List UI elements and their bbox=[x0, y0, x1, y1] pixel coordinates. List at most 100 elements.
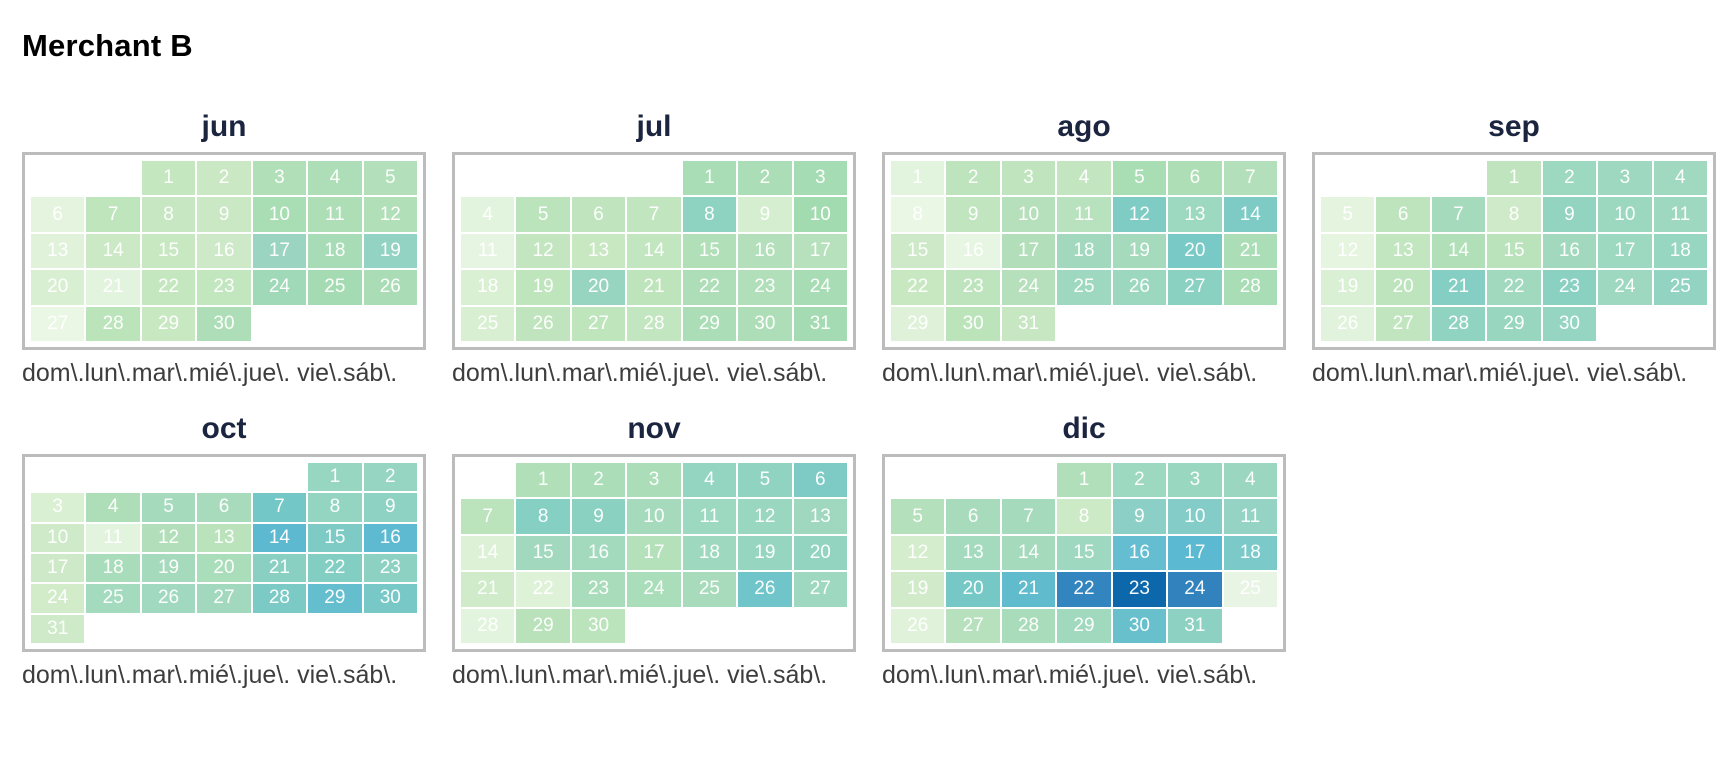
day-cell: 20 bbox=[1168, 233, 1222, 269]
day-cell: 20 bbox=[946, 572, 1000, 607]
day-cell: 9 bbox=[738, 197, 792, 232]
month-calendar: 1 2 3 4 5 6 7 8 9 10 11 12 13 14 15 16 17 18 19 20 21 22 23 24 2… bbox=[452, 152, 856, 350]
day-cell: 24 bbox=[1001, 270, 1056, 305]
day-cell: 13 bbox=[1376, 233, 1430, 269]
day-cell: 11 bbox=[1653, 197, 1707, 232]
day-cell: 4 bbox=[86, 493, 140, 522]
empty-cell bbox=[461, 161, 514, 195]
empty-cell bbox=[627, 161, 680, 195]
day-cell: 13 bbox=[793, 499, 847, 534]
day-cell: 19 bbox=[1321, 270, 1375, 305]
day-cell: 22 bbox=[891, 270, 945, 305]
day-cell: 22 bbox=[682, 270, 737, 305]
empty-cell bbox=[197, 463, 250, 491]
day-cell: 25 bbox=[682, 572, 737, 607]
day-cell: 13 bbox=[1168, 197, 1222, 232]
day-cell: 23 bbox=[1542, 270, 1597, 305]
day-cell: 29 bbox=[308, 584, 362, 613]
day-cell: 10 bbox=[1168, 499, 1222, 534]
day-cell: 21 bbox=[1001, 572, 1056, 607]
empty-cell bbox=[253, 463, 306, 491]
month-block-sep: sep 1 2 3 4 5 6 7 8 9 10 11 12 13 14 15 16 17 18 19 20 21 22 23… bbox=[1312, 110, 1716, 388]
day-cell: 24 bbox=[252, 270, 307, 305]
day-cell: 5 bbox=[141, 493, 196, 522]
weekday-labels: dom\.lun\.mar\.mié\.jue\. vie\.sáb\. bbox=[22, 661, 398, 689]
day-cell: 25 bbox=[86, 584, 140, 613]
day-cell: 24 bbox=[793, 270, 847, 305]
weekday-labels: dom\.lun\.mar\.mié\.jue\. vie\.sáb\. bbox=[882, 661, 1258, 689]
day-cell: 27 bbox=[571, 306, 626, 341]
day-cell: 5 bbox=[363, 161, 417, 196]
day-cell: 18 bbox=[86, 554, 140, 583]
day-cell: 16 bbox=[571, 535, 626, 571]
day-cell: 23 bbox=[738, 270, 792, 305]
day-cell: 1 bbox=[682, 161, 737, 196]
day-cell: 10 bbox=[31, 523, 85, 552]
day-cell: 9 bbox=[197, 197, 251, 232]
day-cell: 11 bbox=[1057, 197, 1111, 232]
day-cell: 2 bbox=[1112, 463, 1167, 498]
day-cell: 7 bbox=[86, 197, 140, 232]
day-cell: 4 bbox=[1057, 161, 1111, 196]
day-cell: 12 bbox=[516, 233, 570, 269]
day-cell: 15 bbox=[682, 233, 737, 269]
month-block-jul: jul 1 2 3 4 5 6 7 8 9 10 11 12 13 14 15 16 17 18 19 20 21 22 23… bbox=[452, 110, 856, 388]
day-cell: 3 bbox=[1001, 161, 1056, 196]
day-cell: 27 bbox=[1376, 306, 1430, 341]
weekday-labels: dom\.lun\.mar\.mié\.jue\. vie\.sáb\. bbox=[882, 359, 1258, 387]
day-cell: 5 bbox=[516, 197, 570, 232]
month-title: oct bbox=[201, 412, 247, 445]
month-block-jun: jun 1 2 3 4 5 6 7 8 9 10 11 12 13 14 15 16 17 18 19 20 21 22 23… bbox=[22, 110, 426, 388]
month-calendar: 1 2 3 4 5 6 7 8 9 10 11 12 13 14 15 16 17 18 19 20 21 22 23 24 2… bbox=[882, 152, 1286, 350]
day-cell: 15 bbox=[1487, 233, 1541, 269]
day-cell: 12 bbox=[363, 197, 417, 232]
day-cell: 25 bbox=[1223, 572, 1277, 607]
day-cell: 24 bbox=[627, 572, 681, 607]
day-cell: 9 bbox=[1542, 197, 1597, 232]
day-cell: 20 bbox=[571, 270, 626, 305]
day-cell: 1 bbox=[141, 161, 196, 196]
day-cell: 10 bbox=[793, 197, 847, 232]
day-cell: 28 bbox=[627, 306, 681, 341]
day-cell: 21 bbox=[1223, 233, 1277, 269]
day-cell: 15 bbox=[891, 233, 945, 269]
day-cell: 18 bbox=[1223, 535, 1277, 571]
day-cell: 27 bbox=[1168, 270, 1222, 305]
day-cell: 3 bbox=[1598, 161, 1652, 196]
month-calendar: 1 2 3 4 5 6 7 8 9 10 11 12 13 14 15 16 17 18 19 20 21 22 23 24 2… bbox=[882, 454, 1286, 652]
day-cell: 13 bbox=[946, 535, 1000, 571]
day-cell: 20 bbox=[1376, 270, 1430, 305]
day-cell: 10 bbox=[627, 499, 681, 534]
day-cell: 29 bbox=[682, 306, 737, 341]
day-cell: 15 bbox=[1057, 535, 1111, 571]
day-cell: 18 bbox=[1057, 233, 1111, 269]
day-cell: 11 bbox=[461, 233, 515, 269]
day-cell: 13 bbox=[197, 523, 251, 552]
month-calendar: 1 2 3 4 5 6 7 8 9 10 11 12 13 14 15 16 17 18 19 20 21 22 23 24 2… bbox=[452, 454, 856, 652]
day-cell: 27 bbox=[793, 572, 847, 607]
day-cell: 1 bbox=[1057, 463, 1111, 498]
day-cell: 16 bbox=[1112, 535, 1167, 571]
day-cell: 10 bbox=[1598, 197, 1652, 232]
month-calendar: 1 2 3 4 5 6 7 8 9 10 11 12 13 14 15 16 17 18 19 20 21 22 23 24 2… bbox=[22, 454, 426, 652]
day-cell: 14 bbox=[1223, 197, 1277, 232]
weekday-labels: dom\.lun\.mar\.mié\.jue\. vie\.sáb\. bbox=[22, 359, 398, 387]
day-cell: 17 bbox=[31, 554, 85, 583]
day-cell: 21 bbox=[86, 270, 140, 305]
day-cell: 28 bbox=[252, 584, 307, 613]
day-cell: 10 bbox=[1001, 197, 1056, 232]
day-cell: 24 bbox=[1598, 270, 1652, 305]
day-cell: 26 bbox=[891, 608, 945, 643]
day-cell: 8 bbox=[308, 493, 362, 522]
day-cell: 17 bbox=[1001, 233, 1056, 269]
empty-cell bbox=[572, 161, 625, 195]
day-cell: 2 bbox=[363, 463, 417, 492]
day-cell: 23 bbox=[1112, 572, 1167, 607]
day-cell: 19 bbox=[363, 233, 417, 269]
day-cell: 20 bbox=[197, 554, 251, 583]
day-cell: 23 bbox=[946, 270, 1000, 305]
day-cell: 17 bbox=[793, 233, 847, 269]
day-cell: 26 bbox=[1321, 306, 1375, 341]
day-cell: 14 bbox=[627, 233, 681, 269]
day-cell: 1 bbox=[891, 161, 945, 196]
